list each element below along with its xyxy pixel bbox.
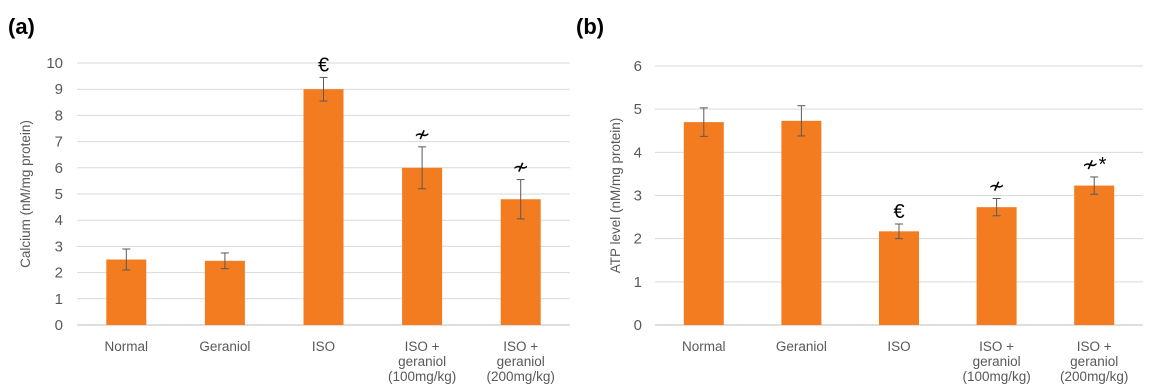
y-tick-label: 6 xyxy=(634,58,642,75)
y-tick-label: 6 xyxy=(55,160,63,177)
x-category-label: geraniol xyxy=(398,354,446,369)
x-category-label: Normal xyxy=(105,339,149,354)
y-tick-label: 4 xyxy=(55,212,63,229)
bar xyxy=(683,122,724,325)
significance-marker: ≁ xyxy=(512,157,529,179)
x-category-label: geraniol xyxy=(973,354,1021,369)
panel-b-label: (b) xyxy=(576,14,605,39)
y-tick-label: 8 xyxy=(55,107,63,124)
y-axis-label: Calcium (nM/mg protein) xyxy=(18,120,33,268)
bar xyxy=(402,167,443,325)
x-category-label: Geraniol xyxy=(199,339,250,354)
x-category-label: ISO xyxy=(887,339,910,354)
x-category-label: (200mg/kg) xyxy=(487,369,555,384)
y-tick-label: 7 xyxy=(55,134,63,151)
x-category-label: ISO xyxy=(312,339,335,354)
bar xyxy=(1074,185,1115,325)
x-category-label: ISO + xyxy=(979,339,1014,354)
significance-marker: ≁* xyxy=(1082,154,1107,176)
y-tick-label: 9 xyxy=(55,81,63,98)
x-category-label: (100mg/kg) xyxy=(962,369,1030,384)
y-tick-label: 5 xyxy=(55,186,63,203)
y-tick-label: 2 xyxy=(634,231,642,248)
y-tick-label: 3 xyxy=(634,188,642,205)
bar xyxy=(879,231,919,325)
panel-a-label: (a) xyxy=(8,14,35,39)
bar xyxy=(500,199,541,325)
x-category-label: Normal xyxy=(682,339,726,354)
x-category-label: Geraniol xyxy=(776,339,827,354)
significance-marker: ≁ xyxy=(988,176,1005,198)
x-category-label: geraniol xyxy=(497,354,545,369)
bar xyxy=(781,120,822,326)
y-tick-label: 1 xyxy=(55,291,63,308)
bar xyxy=(976,207,1017,325)
y-tick-label: 4 xyxy=(634,144,642,161)
x-category-label: ISO + xyxy=(503,339,538,354)
significance-marker: ≁ xyxy=(414,124,431,146)
bar xyxy=(204,260,245,325)
y-tick-label: 3 xyxy=(55,238,63,255)
x-category-label: ISO + xyxy=(405,339,440,354)
x-category-label: geraniol xyxy=(1070,354,1118,369)
y-tick-label: 0 xyxy=(55,317,63,334)
y-tick-label: 2 xyxy=(55,265,63,282)
bar xyxy=(303,89,344,325)
x-category-label: (200mg/kg) xyxy=(1060,369,1128,384)
x-category-label: (100mg/kg) xyxy=(388,369,456,384)
x-category-label: ISO + xyxy=(1077,339,1112,354)
y-tick-label: 10 xyxy=(46,55,63,72)
significance-marker: € xyxy=(318,54,329,76)
y-tick-label: 0 xyxy=(634,317,642,334)
y-axis-label: ATP level (nM/mg protein) xyxy=(608,118,623,274)
significance-marker: € xyxy=(893,201,904,223)
y-tick-label: 5 xyxy=(634,101,642,118)
y-tick-label: 1 xyxy=(634,274,642,291)
